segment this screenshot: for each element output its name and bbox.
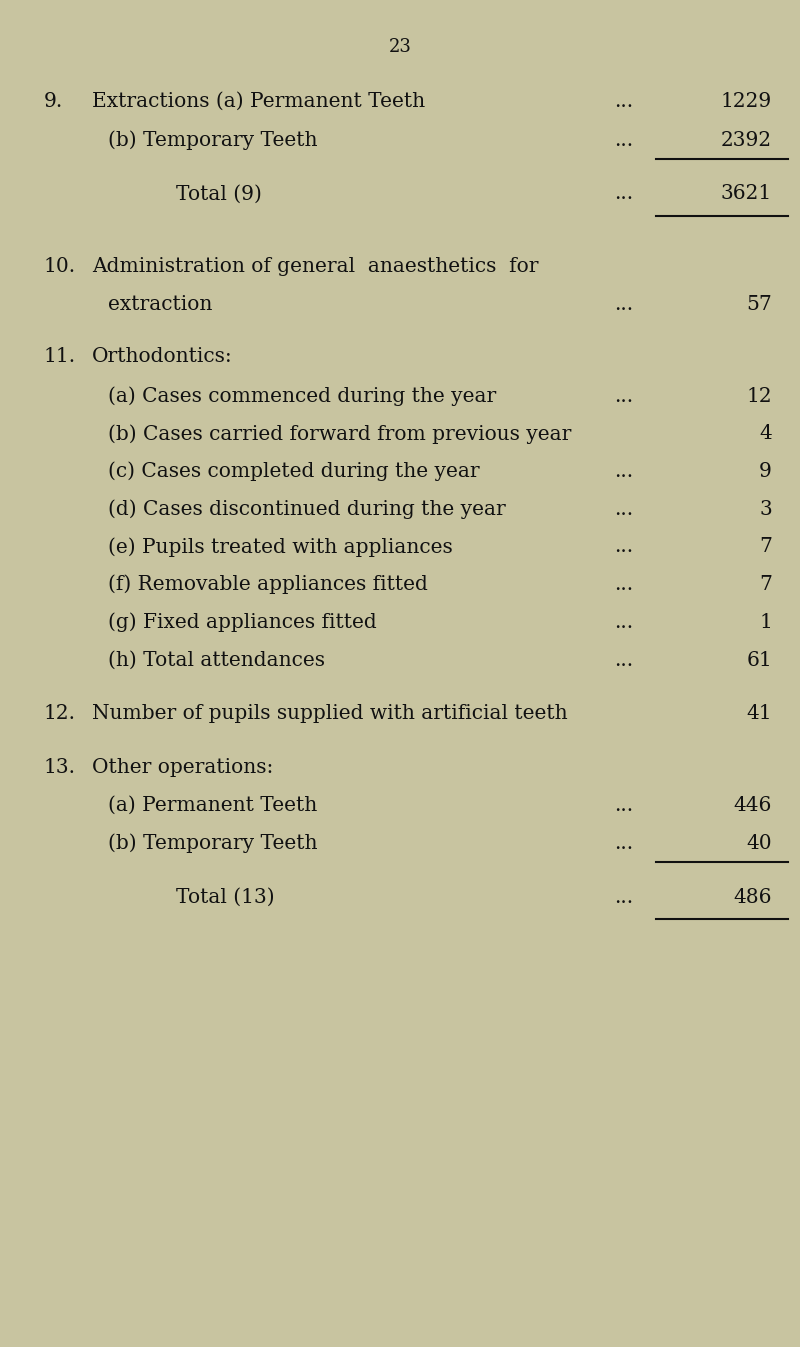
- Text: 7: 7: [759, 575, 772, 594]
- Text: 13.: 13.: [44, 758, 76, 777]
- Text: (f) Removable appliances fitted: (f) Removable appliances fitted: [108, 575, 428, 594]
- Text: 10.: 10.: [44, 257, 76, 276]
- Text: 7: 7: [759, 537, 772, 556]
- Text: 3621: 3621: [721, 185, 772, 203]
- Text: 446: 446: [734, 796, 772, 815]
- Text: (b) Temporary Teeth: (b) Temporary Teeth: [108, 834, 318, 853]
- Text: (a) Cases commenced during the year: (a) Cases commenced during the year: [108, 387, 496, 405]
- Text: 12.: 12.: [44, 704, 76, 723]
- Text: ...: ...: [614, 500, 634, 519]
- Text: 4: 4: [759, 424, 772, 443]
- Text: (b) Temporary Teeth: (b) Temporary Teeth: [108, 131, 318, 150]
- Text: Orthodontics:: Orthodontics:: [92, 348, 233, 366]
- Text: Administration of general  anaesthetics  for: Administration of general anaesthetics f…: [92, 257, 538, 276]
- Text: ...: ...: [614, 537, 634, 556]
- Text: ...: ...: [614, 387, 634, 405]
- Text: (h) Total attendances: (h) Total attendances: [108, 651, 325, 669]
- Text: Total (13): Total (13): [176, 888, 274, 907]
- Text: Total (9): Total (9): [176, 185, 262, 203]
- Text: 23: 23: [389, 38, 411, 57]
- Text: ...: ...: [614, 651, 634, 669]
- Text: 2392: 2392: [721, 131, 772, 150]
- Text: 40: 40: [746, 834, 772, 853]
- Text: 11.: 11.: [44, 348, 76, 366]
- Text: 9: 9: [759, 462, 772, 481]
- Text: ...: ...: [614, 185, 634, 203]
- Text: 61: 61: [746, 651, 772, 669]
- Text: 486: 486: [734, 888, 772, 907]
- Text: ...: ...: [614, 834, 634, 853]
- Text: 3: 3: [759, 500, 772, 519]
- Text: 1229: 1229: [721, 92, 772, 110]
- Text: 1: 1: [759, 613, 772, 632]
- Text: (d) Cases discontinued during the year: (d) Cases discontinued during the year: [108, 500, 506, 519]
- Text: ...: ...: [614, 462, 634, 481]
- Text: (e) Pupils treated with appliances: (e) Pupils treated with appliances: [108, 537, 453, 556]
- Text: ...: ...: [614, 575, 634, 594]
- Text: Number of pupils supplied with artificial teeth: Number of pupils supplied with artificia…: [92, 704, 568, 723]
- Text: ...: ...: [614, 888, 634, 907]
- Text: (g) Fixed appliances fitted: (g) Fixed appliances fitted: [108, 613, 377, 632]
- Text: ...: ...: [614, 92, 634, 110]
- Text: (c) Cases completed during the year: (c) Cases completed during the year: [108, 462, 480, 481]
- Text: 57: 57: [746, 295, 772, 314]
- Text: Other operations:: Other operations:: [92, 758, 274, 777]
- Text: extraction: extraction: [108, 295, 212, 314]
- Text: 41: 41: [746, 704, 772, 723]
- Text: 9.: 9.: [44, 92, 63, 110]
- Text: (b) Cases carried forward from previous year: (b) Cases carried forward from previous …: [108, 424, 571, 443]
- Text: ...: ...: [614, 796, 634, 815]
- Text: ...: ...: [614, 131, 634, 150]
- Text: 12: 12: [746, 387, 772, 405]
- Text: ...: ...: [614, 613, 634, 632]
- Text: (a) Permanent Teeth: (a) Permanent Teeth: [108, 796, 318, 815]
- Text: ...: ...: [614, 295, 634, 314]
- Text: Extractions (a) Permanent Teeth: Extractions (a) Permanent Teeth: [92, 92, 425, 110]
